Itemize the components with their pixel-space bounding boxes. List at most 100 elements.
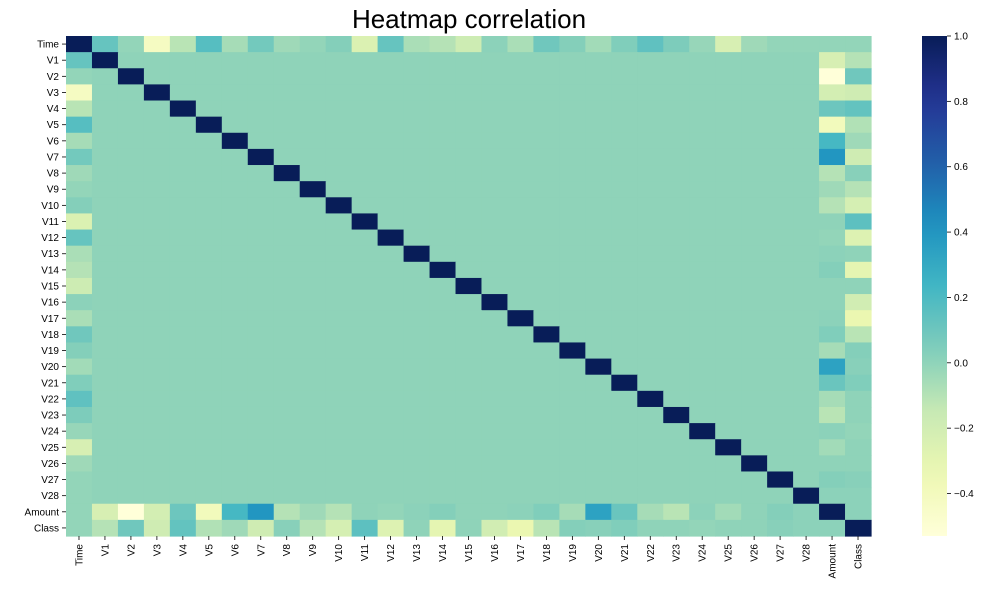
heatmap-cell-V20-V19 — [559, 358, 586, 376]
heatmap-cell-V16-V23 — [663, 294, 690, 311]
heatmap-cell-V18-V23 — [663, 326, 690, 344]
heatmap-cell-V9-V23 — [663, 181, 690, 198]
heatmap-cell-V2-V19 — [559, 68, 586, 85]
heatmap-cell-V11-V1 — [91, 213, 119, 231]
heatmap-cell-V24-V7 — [247, 423, 275, 440]
heatmap-cell-V19-V4 — [169, 342, 197, 360]
x-tick-label: V12 — [386, 544, 397, 562]
heatmap-cell-V19-V14 — [429, 342, 457, 360]
heatmap-cell-Time-Amount — [819, 36, 846, 53]
heatmap-cell-V11-V27 — [767, 213, 794, 231]
heatmap-cell-V2-V14 — [429, 68, 457, 85]
x-tick-label: V18 — [542, 544, 553, 562]
heatmap-cell-V12-V13 — [403, 229, 431, 247]
heatmap-cell-V24-V5 — [195, 423, 223, 440]
heatmap-cell-V9-Class — [845, 181, 872, 198]
heatmap-cell-V12-V4 — [169, 229, 197, 247]
heatmap-cell-V25-V26 — [741, 439, 768, 456]
heatmap-cell-V26-Time — [66, 455, 93, 473]
heatmap-cell-Amount-V10 — [325, 503, 353, 521]
heatmap-cell-V12-V25 — [715, 229, 742, 247]
heatmap-cell-V26-V28 — [793, 455, 820, 473]
heatmap-cell-V9-Time — [66, 181, 93, 198]
heatmap-cell-V2-V2 — [117, 68, 145, 85]
heatmap-cell-Time-V28 — [793, 36, 820, 53]
heatmap-cell-Time-V23 — [663, 36, 690, 53]
heatmap-cell-V19-V19 — [559, 342, 586, 360]
heatmap-cell-Time-V27 — [767, 36, 794, 53]
heatmap-cell-V8-V2 — [117, 165, 145, 182]
heatmap-cell-V11-V16 — [481, 213, 509, 231]
heatmap-cell-V7-V6 — [221, 148, 249, 166]
heatmap-cell-V15-V23 — [663, 277, 690, 295]
heatmap-cell-V2-V6 — [221, 68, 249, 85]
heatmap-cell-V24-V4 — [169, 423, 197, 440]
heatmap-cell-V13-V13 — [403, 245, 431, 263]
heatmap-cell-V19-V13 — [403, 342, 431, 360]
heatmap-cell-V19-V7 — [247, 342, 275, 360]
heatmap-cell-V9-V27 — [767, 181, 794, 198]
heatmap-cell-V8-Time — [66, 165, 93, 182]
heatmap-cell-V4-V25 — [715, 100, 742, 118]
x-tick-label: V10 — [334, 544, 345, 562]
heatmap-cell-Amount-V12 — [377, 503, 405, 521]
y-tick-label: V22 — [41, 394, 59, 405]
heatmap-cell-V25-Time — [66, 439, 93, 456]
heatmap-cell-V1-V18 — [533, 52, 560, 69]
heatmap-cell-V24-V25 — [715, 423, 742, 440]
heatmap-cell-V18-V22 — [637, 326, 664, 344]
heatmap-cell-V17-V12 — [377, 310, 405, 327]
heatmap-cell-V8-V12 — [377, 165, 405, 182]
heatmap-cell-V5-V24 — [689, 116, 716, 134]
heatmap-cell-V21-V12 — [377, 374, 405, 392]
heatmap-cell-V20-V26 — [741, 358, 768, 376]
heatmap-cell-V28-V2 — [117, 487, 145, 505]
x-tick-label: V24 — [698, 544, 709, 562]
heatmap-cell-V19-V17 — [507, 342, 535, 360]
heatmap-cell-V10-V12 — [377, 197, 405, 215]
heatmap-cell-V10-V8 — [273, 197, 301, 215]
heatmap-cell-V2-V25 — [715, 68, 742, 85]
heatmap-cell-V18-V7 — [247, 326, 275, 344]
heatmap-cell-V17-V11 — [351, 310, 379, 327]
heatmap-cell-V15-V17 — [507, 277, 535, 295]
heatmap-cell-V27-V8 — [273, 471, 301, 489]
heatmap-cell-V10-V6 — [221, 197, 249, 215]
heatmap-cell-V7-V22 — [637, 148, 664, 166]
heatmap-cell-V1-V14 — [429, 52, 457, 69]
heatmap-cell-V2-V13 — [403, 68, 431, 85]
heatmap-cell-V18-V1 — [91, 326, 119, 344]
heatmap-cell-V6-V24 — [689, 132, 716, 150]
heatmap-cell-V21-Time — [66, 374, 93, 392]
heatmap-cell-V2-V20 — [585, 68, 612, 85]
heatmap-cell-V24-V3 — [143, 423, 171, 440]
heatmap-cell-V9-V11 — [351, 181, 379, 198]
heatmap-cell-V13-V27 — [767, 245, 794, 263]
heatmap-cell-Time-V6 — [221, 36, 249, 53]
heatmap-cell-V15-V7 — [247, 277, 275, 295]
heatmap-cell-V14-V18 — [533, 261, 560, 279]
heatmap-cell-V4-V27 — [767, 100, 794, 118]
x-tick-label: V8 — [282, 544, 293, 557]
heatmap-cell-V12-Class — [845, 229, 872, 247]
heatmap-cell-V2-Time — [66, 68, 93, 85]
heatmap-cell-V5-V23 — [663, 116, 690, 134]
heatmap-cell-V26-V7 — [247, 455, 275, 473]
heatmap-cell-V27-V14 — [429, 471, 457, 489]
heatmap-cell-V3-V17 — [507, 84, 535, 102]
heatmap-cell-V21-V16 — [481, 374, 509, 392]
heatmap-cell-Time-V15 — [455, 36, 483, 53]
heatmap-cell-V18-V10 — [325, 326, 353, 344]
heatmap-cell-V8-V24 — [689, 165, 716, 182]
x-tick-label: V23 — [672, 544, 683, 562]
heatmap-cell-V27-V23 — [663, 471, 690, 489]
heatmap-cell-V3-V6 — [221, 84, 249, 102]
heatmap-cell-Time-Class — [845, 36, 872, 53]
heatmap-cell-V7-V14 — [429, 148, 457, 166]
heatmap-cell-V23-V2 — [117, 406, 145, 424]
heatmap-cell-Time-V5 — [195, 36, 223, 53]
heatmap-cell-V18-V12 — [377, 326, 405, 344]
heatmap-cell-V17-V22 — [637, 310, 664, 327]
heatmap-cell-V28-V27 — [767, 487, 794, 505]
heatmap-cell-V8-V3 — [143, 165, 171, 182]
